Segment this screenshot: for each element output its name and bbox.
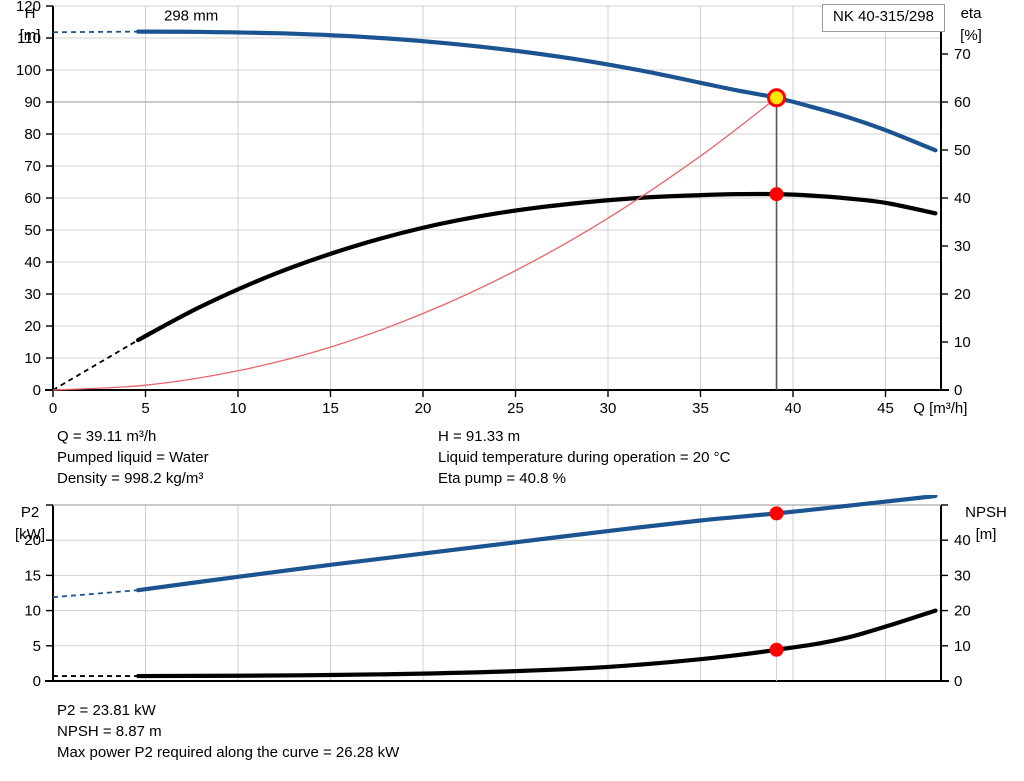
duty-info-right-column: H = 91.33 m Liquid temperature during op… <box>438 426 730 489</box>
info-max-power: Max power P2 required along the curve = … <box>57 744 400 761</box>
y-tick-label: 0 <box>33 382 41 399</box>
duty-point-efficiency[interactable] <box>769 187 784 202</box>
y-tick-label: 10 <box>24 350 41 367</box>
npsh-axis-title: NPSH <box>965 504 1007 521</box>
y-tick-label: 90 <box>24 94 41 111</box>
curve-path <box>52 589 139 599</box>
npsh-tick-label: 10 <box>954 638 971 655</box>
x-tick-label: 35 <box>692 400 709 417</box>
curve-path <box>136 191 938 343</box>
head-efficiency-chart: 0102030405060708090100110120010203040506… <box>16 0 983 417</box>
y2-tick-label: 20 <box>954 286 971 303</box>
pump-model-label: NK 40-315/298 <box>833 8 934 25</box>
y-tick-label: 20 <box>24 318 41 335</box>
y-tick-label: 110 <box>17 30 41 47</box>
y-tick-label: 30 <box>24 286 41 303</box>
y-tick-label: 80 <box>24 126 41 143</box>
y2-tick-label: 30 <box>954 238 971 255</box>
p2-tick-label: 5 <box>33 638 41 655</box>
curve-path <box>52 339 139 391</box>
npsh-tick-label: 40 <box>954 532 971 549</box>
y2-tick-label: 40 <box>954 190 971 207</box>
grid-lines <box>53 5 941 390</box>
y-tick-label: 60 <box>24 190 41 207</box>
npsh-tick-label: 0 <box>954 673 962 690</box>
y2-tick-label: 0 <box>954 382 962 399</box>
y2-tick-label: 60 <box>954 94 971 111</box>
info-q: Q = 39.11 m³/h <box>57 428 157 445</box>
axes <box>45 504 949 682</box>
power-info-block: P2 = 23.81 kW NPSH = 8.87 m Max power P2… <box>57 700 399 763</box>
left-axis-ticks: 0 10 20 30 40 50 60 70 80 90 100 110 120 <box>16 0 53 399</box>
x-tick-label: 30 <box>600 400 617 417</box>
power-npsh-chart: 0 5 10 15 20 0 10 20 30 40 P2 [kW] NPSH [m] <box>15 495 1007 690</box>
left-axis-ticks: 0 5 10 15 20 <box>24 504 53 690</box>
y-tick-label: 40 <box>24 254 41 271</box>
y2-tick-label: 70 <box>954 46 971 63</box>
npsh-tick-label: 20 <box>954 603 971 620</box>
x-tick-label: 5 <box>141 400 149 417</box>
curve-path <box>136 608 938 679</box>
right-axis-title: eta <box>961 5 983 22</box>
curve-path <box>136 495 938 593</box>
info-p2: P2 = 23.81 kW <box>57 702 156 719</box>
duty-point-npsh[interactable] <box>769 642 784 657</box>
curves <box>52 495 938 679</box>
left-axis-title: H <box>25 5 36 22</box>
p2-tick-label: 10 <box>24 603 41 620</box>
pump-model-badge: NK 40-315/298 <box>822 4 945 32</box>
info-h: H = 91.33 m <box>438 428 521 445</box>
x-tick-label: 25 <box>507 400 524 417</box>
y2-tick-label: 50 <box>954 142 971 159</box>
x-tick-label: 0 <box>49 400 57 417</box>
x-tick-label: 15 <box>322 400 339 417</box>
right-axis-unit: [%] <box>960 27 982 44</box>
y-tick-label: 100 <box>16 62 41 79</box>
y-tick-label: 50 <box>24 222 41 239</box>
info-eta-pump: Eta pump = 40.8 % <box>438 470 566 487</box>
p2-tick-label: 20 <box>24 532 41 549</box>
p2-tick-label: 0 <box>33 673 41 690</box>
y-tick-label: 70 <box>24 158 41 175</box>
curve-path <box>52 97 777 391</box>
p2-axis-unit: [kW] <box>15 526 45 543</box>
duty-point-head[interactable] <box>767 88 787 108</box>
x-axis-ticks: 0 5 10 15 20 25 30 35 40 45 <box>49 390 894 417</box>
x-tick-label: 45 <box>877 400 894 417</box>
curves <box>52 29 938 391</box>
info-liquid-temperature: Liquid temperature during operation = 20… <box>438 449 731 466</box>
left-axis-unit: [m] <box>20 27 41 44</box>
grid-lines <box>53 504 941 681</box>
npsh-axis-unit: [m] <box>976 526 997 543</box>
curve-path <box>52 30 139 34</box>
right-axis-ticks: 0 10 20 30 40 50 60 70 <box>941 46 971 399</box>
x-axis-title: Q [m³/h] <box>913 400 967 417</box>
p2-tick-label: 15 <box>24 567 41 584</box>
x-tick-label: 10 <box>230 400 247 417</box>
info-density: Density = 998.2 kg/m³ <box>57 470 204 487</box>
x-tick-label: 20 <box>415 400 432 417</box>
y-tick-label: 120 <box>16 0 41 15</box>
info-npsh: NPSH = 8.87 m <box>57 723 162 740</box>
duty-point-power[interactable] <box>769 506 784 521</box>
x-tick-label: 40 <box>785 400 802 417</box>
npsh-tick-label: 30 <box>954 567 971 584</box>
impeller-size-label: 298 mm <box>164 8 218 25</box>
p2-axis-title: P2 <box>21 504 39 521</box>
y2-tick-label: 10 <box>954 334 971 351</box>
duty-info-left-column: Q = 39.11 m³/h Pumped liquid = Water Den… <box>57 426 209 489</box>
right-axis-ticks: 0 10 20 30 40 <box>941 504 971 690</box>
curve-path <box>136 29 938 153</box>
info-pumped-liquid: Pumped liquid = Water <box>57 449 209 466</box>
